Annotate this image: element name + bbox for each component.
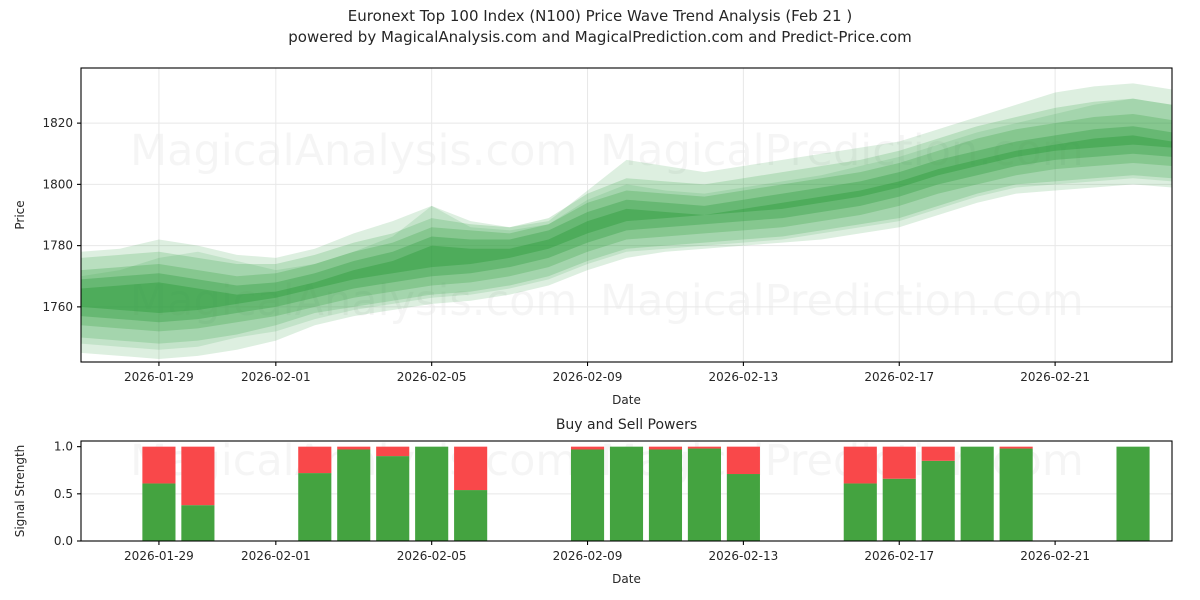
wave-band-2: [81, 98, 1172, 344]
buy-power-bar: [376, 456, 410, 541]
sell-power-bar: [648, 446, 683, 450]
y-axis-title: Signal Strength: [13, 445, 27, 538]
chart-title-block: Euronext Top 100 Index (N100) Price Wave…: [0, 6, 1200, 48]
buy-power-bar: [999, 448, 1033, 541]
price-plot-frame: [80, 67, 1173, 363]
buy-power-bar: [843, 483, 877, 541]
wave-band-3: [81, 113, 1172, 332]
buy-power-bar: [1116, 446, 1150, 541]
y-axis-title: Price: [13, 200, 27, 229]
buy-power-bar: [687, 448, 721, 541]
buy-power-bar: [142, 483, 176, 541]
sell-power-bar: [843, 446, 877, 484]
buy-power-bar: [726, 474, 760, 541]
buy-power-bar: [454, 490, 488, 541]
chart-title-primary: Euronext Top 100 Index (N100) Price Wave…: [347, 7, 853, 25]
x-tick-label: 2026-01-29: [124, 370, 194, 384]
watermark-text: MagicalAnalysis.com: [130, 126, 577, 176]
y-tick-label: 1.0: [54, 440, 73, 454]
buy-power-bar: [609, 446, 644, 541]
sell-power-bar: [298, 446, 332, 474]
buy-power-bar: [570, 449, 605, 541]
x-tick-label: 2026-02-05: [397, 549, 467, 563]
wave-band-6: [81, 98, 1172, 350]
watermark-text: MagicalPrediction.com: [600, 276, 1084, 326]
buy-power-bar: [960, 446, 994, 541]
x-tick-label: 2026-02-17: [864, 549, 934, 563]
sell-power-bar: [882, 446, 916, 479]
y-tick-label: 0.0: [54, 534, 73, 548]
x-tick-label: 2026-01-29: [124, 549, 194, 563]
x-axis-title: Date: [612, 572, 641, 586]
x-tick-label: 2026-02-21: [1020, 370, 1090, 384]
x-tick-label: 2026-02-01: [241, 370, 311, 384]
x-axis-title: Date: [612, 393, 641, 407]
x-tick-label: 2026-02-09: [553, 549, 623, 563]
x-tick-label: 2026-02-09: [553, 370, 623, 384]
power-plot-frame: [80, 440, 1173, 542]
x-tick-label: 2026-02-17: [864, 370, 934, 384]
y-tick-label: 0.5: [54, 487, 73, 501]
price-wave-chart: 1760 1780 1800 1820 2026-01-29 2026-02-01 2026…: [13, 67, 1173, 407]
wave-band-1: [81, 83, 1172, 359]
wave-band-5: [81, 135, 1172, 313]
y-tick-label: 1820: [42, 116, 73, 130]
sell-power-bar: [999, 446, 1033, 449]
sell-power-bar: [337, 446, 371, 450]
y-tick-label: 1780: [42, 239, 73, 253]
buy-power-bar: [415, 446, 449, 541]
buy-sell-power-chart: Buy and Sell Powers 0.0 0.5 1.0 2026-01-29 20…: [13, 417, 1173, 586]
buy-power-bar: [181, 505, 215, 541]
y-tick-label: 1800: [42, 177, 73, 191]
buy-power-bar: [337, 449, 371, 541]
sell-power-bar: [142, 446, 176, 484]
buy-power-bar: [882, 478, 916, 541]
sell-power-bar: [181, 446, 215, 506]
x-tick-label: 2026-02-21: [1020, 549, 1090, 563]
sell-power-bar: [376, 446, 410, 457]
x-tick-label: 2026-02-13: [709, 370, 779, 384]
buy-power-bar: [298, 473, 332, 541]
wave-band-4: [81, 126, 1172, 323]
buy-power-bar: [648, 449, 683, 541]
sell-power-bar: [726, 446, 760, 475]
x-tick-label: 2026-02-01: [241, 549, 311, 563]
x-tick-label: 2026-02-13: [709, 549, 779, 563]
sell-power-bar: [570, 446, 605, 450]
power-chart-title: Buy and Sell Powers: [556, 417, 697, 433]
y-tick-label: 1760: [42, 300, 73, 314]
sell-power-bar: [921, 446, 955, 461]
sell-power-bar: [687, 446, 721, 449]
buy-power-bar: [921, 460, 955, 541]
x-tick-label: 2026-02-05: [397, 370, 467, 384]
sell-power-bar: [454, 446, 488, 491]
chart-title-subtitle: powered by MagicalAnalysis.com and Magic…: [288, 28, 912, 46]
